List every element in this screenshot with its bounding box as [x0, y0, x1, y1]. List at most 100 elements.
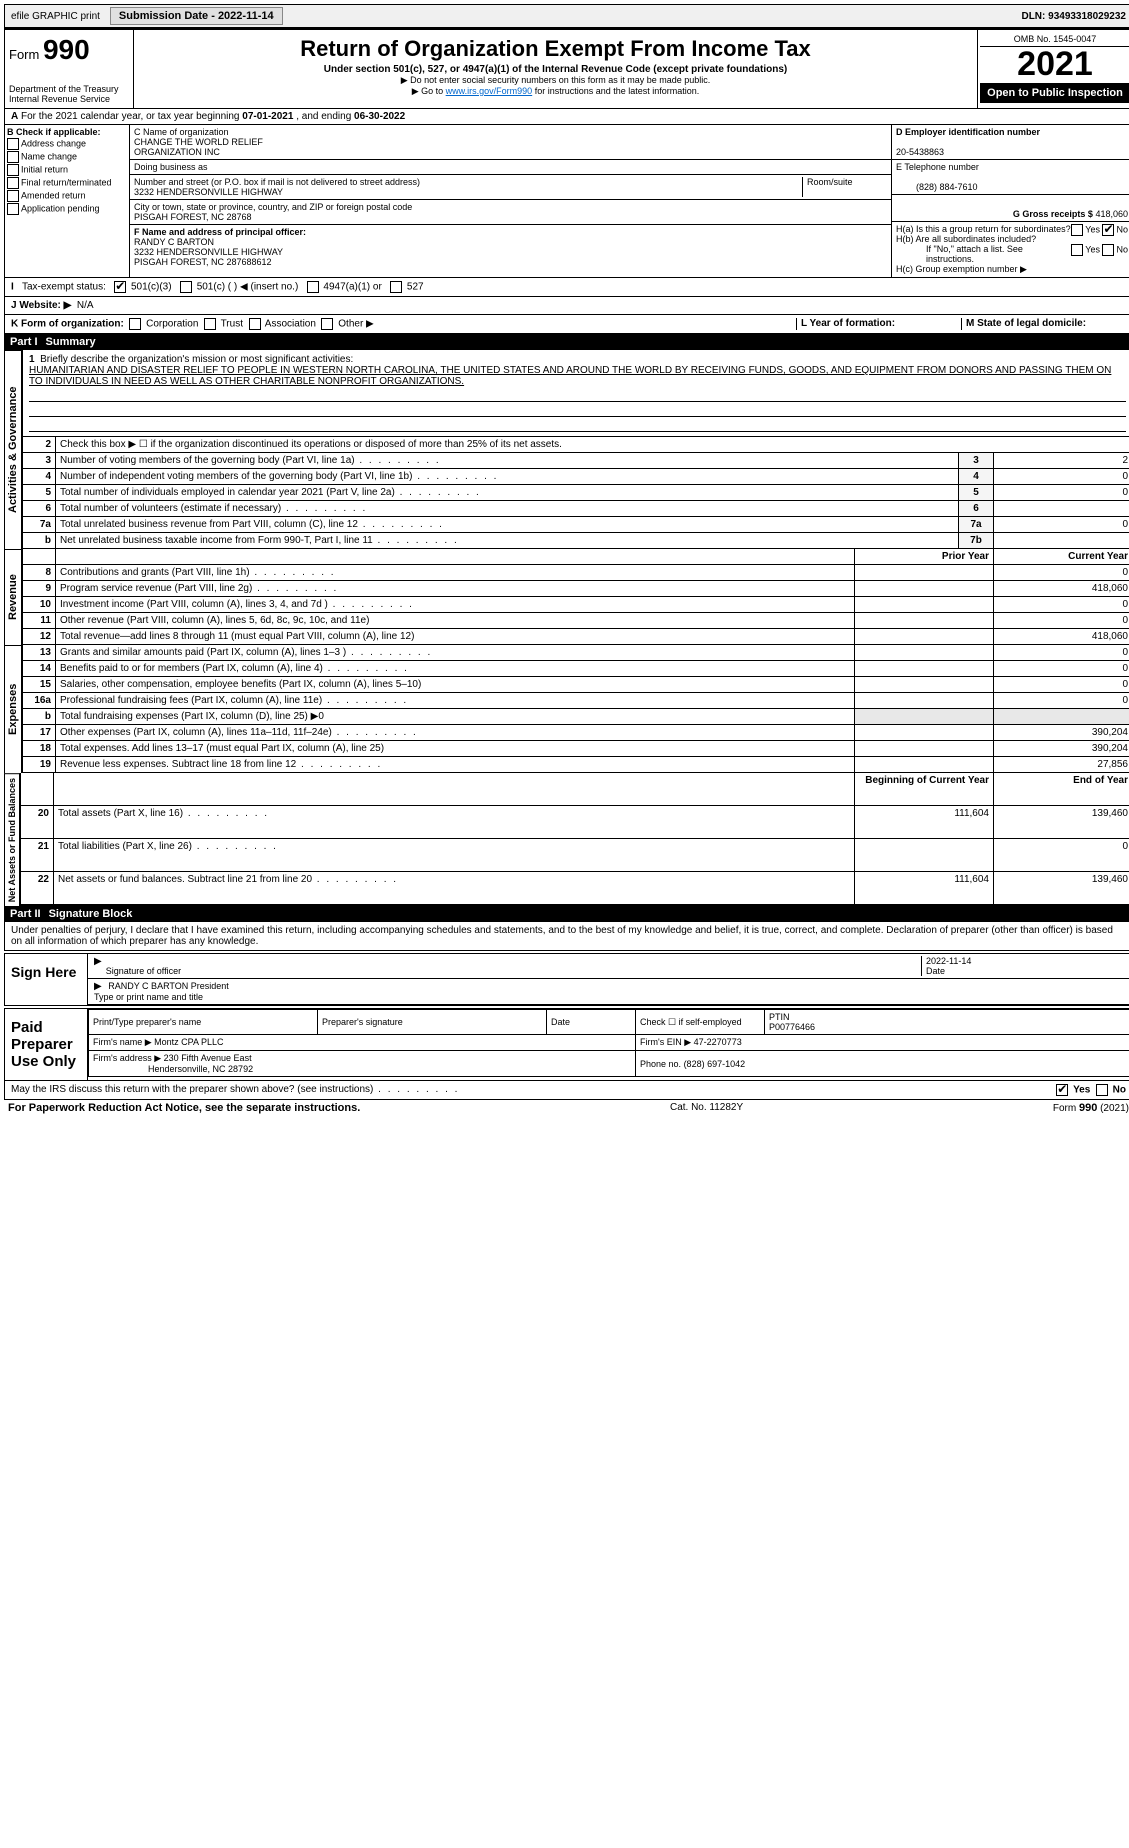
line14: Benefits paid to or for members (Part IX…: [56, 661, 855, 677]
val7b: [994, 533, 1129, 549]
room-suite: Room/suite: [802, 177, 887, 197]
c11: 0: [994, 613, 1129, 629]
sign-here-block: Sign Here Signature of officer 2022-11-1…: [4, 953, 1129, 1006]
sign-here-label: Sign Here: [5, 954, 88, 1005]
cb-corp[interactable]: [129, 318, 141, 330]
part1-title: Summary: [46, 336, 96, 348]
form-subtitle-2: ▶ Do not enter social security numbers o…: [138, 75, 973, 86]
ty-mid: , and ending: [293, 111, 354, 122]
part2-title: Signature Block: [49, 908, 133, 920]
cb-name-change[interactable]: Name change: [7, 151, 127, 163]
ein-val: 20-5438863: [896, 147, 944, 157]
entity-block: B Check if applicable: Address change Na…: [4, 125, 1129, 278]
l-block: L Year of formation:: [796, 318, 961, 330]
preparer-table: Print/Type preparer's name Preparer's si…: [88, 1009, 1129, 1077]
check-self[interactable]: Check ☐ if self-employed: [636, 1010, 765, 1035]
city-row: City or town, state or province, country…: [130, 200, 891, 225]
rev-lines: Prior YearCurrent Year 8Contributions an…: [22, 549, 1129, 645]
c14: 0: [994, 661, 1129, 677]
line22: Net assets or fund balances. Subtract li…: [54, 871, 855, 905]
ptin-label: PTIN: [769, 1012, 790, 1022]
firm-name-label: Firm's name ▶: [93, 1037, 152, 1047]
opt-4947: 4947(a)(1) or: [323, 282, 381, 293]
line3: Number of voting members of the governin…: [56, 453, 959, 469]
firm-ein-label: Firm's EIN ▶: [640, 1037, 691, 1047]
submission-date-btn[interactable]: Submission Date - 2022-11-14: [110, 7, 283, 25]
line1-label: Briefly describe the organization's miss…: [40, 354, 353, 365]
cb-assoc[interactable]: [249, 318, 261, 330]
irs-link[interactable]: www.irs.gov/Form990: [446, 86, 533, 96]
form-title-block: Return of Organization Exempt From Incom…: [134, 30, 978, 108]
street-label: Number and street (or P.O. box if mail i…: [134, 177, 420, 187]
officer-name-line: RANDY C BARTON President Type or print n…: [88, 979, 1129, 1005]
prep-date-label: Date: [547, 1010, 636, 1035]
opt-527: 527: [407, 282, 424, 293]
side-revenue: Revenue: [4, 549, 22, 645]
org-name-label: C Name of organization: [134, 127, 229, 137]
cb-other[interactable]: [321, 318, 333, 330]
block-h: H(a) Is this a group return for subordin…: [892, 221, 1129, 277]
line15: Salaries, other compensation, employee b…: [56, 677, 855, 693]
cb-4947[interactable]: [307, 281, 319, 293]
firm-addr-cell: Firm's address ▶ 230 Fifth Avenue East H…: [89, 1051, 636, 1077]
page-footer: For Paperwork Reduction Act Notice, see …: [4, 1100, 1129, 1116]
mission-text: HUMANITARIAN AND DISASTER RELIEF TO PEOP…: [29, 365, 1111, 387]
paid-preparer-label: Paid Preparer Use Only: [5, 1009, 88, 1080]
tax-exempt-row: I Tax-exempt status: 501(c)(3) 501(c) ( …: [4, 278, 1129, 297]
line4: Number of independent voting members of …: [56, 469, 959, 485]
governance-section: Activities & Governance 1 Briefly descri…: [4, 350, 1129, 549]
cb-may-yes[interactable]: [1056, 1084, 1068, 1096]
sig-officer-label: Signature of officer: [106, 966, 181, 976]
penalty-text: Under penalties of perjury, I declare th…: [4, 922, 1129, 951]
cb-501c[interactable]: [180, 281, 192, 293]
city-label: City or town, state or province, country…: [134, 202, 412, 212]
e21: 0: [994, 838, 1129, 871]
part2-header: Part II Signature Block: [4, 906, 1129, 922]
opt-501c3: 501(c)(3): [131, 282, 172, 293]
lineb: Total fundraising expenses (Part IX, col…: [56, 709, 855, 725]
cb-may-no[interactable]: [1096, 1084, 1108, 1096]
dept-treasury: Department of the Treasury: [9, 84, 129, 94]
cb-trust[interactable]: [204, 318, 216, 330]
line17: Other expenses (Part IX, column (A), lin…: [56, 725, 855, 741]
officer-addr1: 3232 HENDERSONVILLE HIGHWAY: [134, 247, 283, 257]
firm-addr2: Hendersonville, NC 28792: [148, 1064, 253, 1074]
cb-527[interactable]: [390, 281, 402, 293]
cb-app-pending[interactable]: Application pending: [7, 203, 127, 215]
dept-irs: Internal Revenue Service: [9, 94, 129, 104]
line6: Total number of volunteers (estimate if …: [56, 501, 959, 517]
klm-row: K Form of organization: Corporation Trus…: [4, 315, 1129, 334]
form-header: Form 990 Department of the Treasury Inte…: [4, 28, 1129, 109]
officer-printed: RANDY C BARTON President: [108, 981, 229, 991]
cb-initial-return[interactable]: Initial return: [7, 164, 127, 176]
city-val: PISGAH FOREST, NC 28768: [134, 212, 252, 222]
net-lines: Beginning of Current YearEnd of Year 20T…: [20, 773, 1129, 906]
ein-label: D Employer identification number: [896, 127, 1040, 137]
line16a: Professional fundraising fees (Part IX, …: [56, 693, 855, 709]
type-name-label: Type or print name and title: [94, 992, 203, 1002]
val6: [994, 501, 1129, 517]
may-irs-text: May the IRS discuss this return with the…: [11, 1084, 1056, 1096]
form-year-block: OMB No. 1545-0047 2021 Open to Public In…: [978, 30, 1129, 108]
mission-block: 1 Briefly describe the organization's mi…: [22, 350, 1129, 437]
phone-label: E Telephone number: [896, 162, 979, 172]
section-a-taxyear: A For the 2021 calendar year, or tax yea…: [4, 109, 1129, 125]
cb-address-change[interactable]: Address change: [7, 138, 127, 150]
sig-date-val: 2022-11-14: [926, 956, 971, 966]
sig-officer-line: Signature of officer 2022-11-14Date: [88, 954, 1129, 979]
phone-val: (828) 884-7610: [896, 182, 978, 192]
form-word: Form: [9, 47, 39, 62]
hc-row: H(c) Group exemption number ▶: [896, 264, 1128, 275]
cb-501c3[interactable]: [114, 281, 126, 293]
val3: 2: [994, 453, 1129, 469]
cb-final-return[interactable]: Final return/terminated: [7, 177, 127, 189]
line11: Other revenue (Part VIII, column (A), li…: [56, 613, 855, 629]
block-c: C Name of organization CHANGE THE WORLD …: [130, 125, 891, 277]
ty-end: 06-30-2022: [354, 111, 405, 122]
b20: 111,604: [855, 805, 994, 838]
line12: Total revenue—add lines 8 through 11 (mu…: [56, 629, 855, 645]
cb-amended[interactable]: Amended return: [7, 190, 127, 202]
k-block: K Form of organization: Corporation Trus…: [11, 318, 796, 330]
m-block: M State of legal domicile:: [961, 318, 1126, 330]
goto-pre: ▶ Go to: [412, 86, 446, 96]
